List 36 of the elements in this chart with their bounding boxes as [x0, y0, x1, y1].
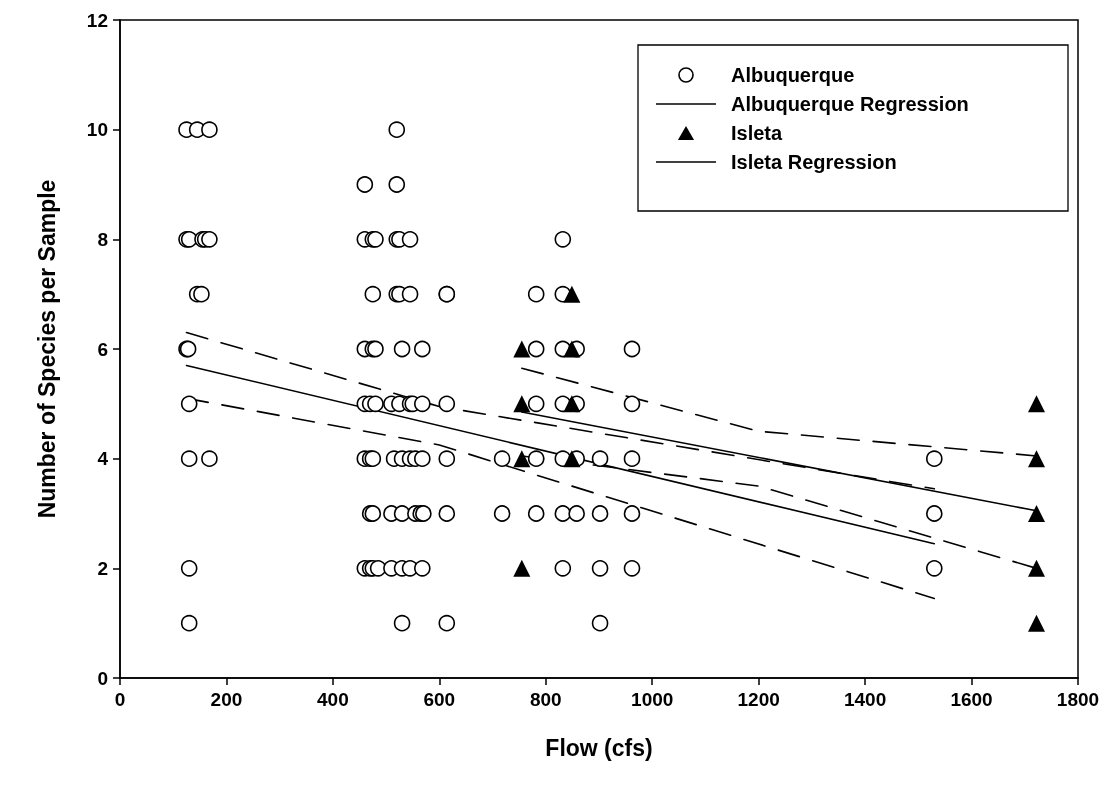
point [1027, 505, 1045, 522]
legend-label: Isleta [731, 122, 784, 144]
point [1027, 450, 1045, 468]
legend-label: Albuquerque [731, 64, 855, 86]
point [513, 559, 531, 577]
y-axis-title: Number of Species per Sample [33, 179, 60, 519]
point [563, 395, 581, 413]
legend-label: Isleta Regression [731, 151, 897, 173]
x-tick-label: 1200 [737, 689, 780, 710]
point [513, 340, 531, 358]
x-tick-label: 1600 [950, 689, 993, 710]
point [563, 285, 581, 303]
point [1027, 559, 1045, 577]
point [513, 395, 531, 413]
x-tick-label: 1400 [843, 689, 887, 710]
x-tick-label: 600 [423, 689, 456, 710]
y-tick-label: 12 [86, 9, 108, 31]
legend-label: Albuquerque Regression [731, 93, 969, 115]
x-tick-label: 0 [114, 689, 126, 710]
y-tick-label: 8 [97, 228, 108, 250]
y-tick-label: 0 [97, 667, 108, 689]
point [1027, 614, 1045, 632]
y-tick-label: 4 [97, 448, 109, 470]
x-tick-label: 1000 [631, 689, 674, 710]
y-tick-label: 6 [97, 338, 108, 360]
x-tick-label: 400 [317, 689, 349, 710]
y-tick-label: 10 [86, 119, 108, 141]
y-tick-label: 2 [97, 557, 108, 579]
x-axis-title: Flow (cfs) [545, 734, 653, 761]
x-tick-label: 200 [210, 689, 243, 710]
point [513, 450, 531, 468]
x-tick-label: 800 [529, 689, 562, 710]
point [563, 450, 581, 468]
point [563, 340, 581, 358]
x-tick-label: 1800 [1056, 689, 1100, 710]
point [1027, 395, 1045, 413]
